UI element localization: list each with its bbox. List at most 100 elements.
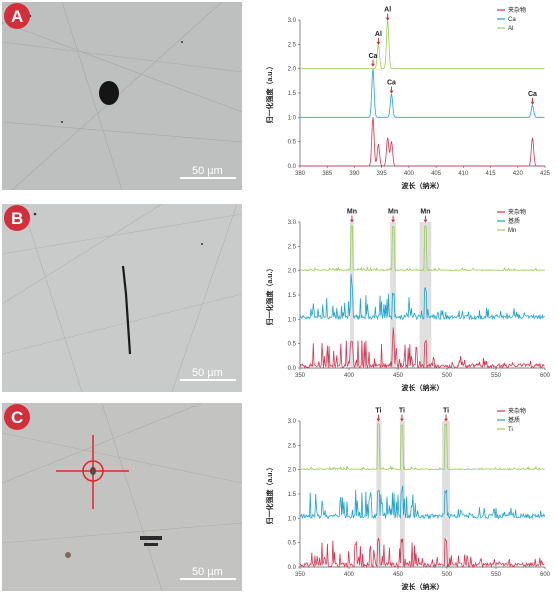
peak-label: Ti (375, 408, 381, 415)
peak-arrowhead (530, 101, 535, 105)
panel-letter-a: A (11, 7, 23, 26)
x-tick-label: 500 (442, 373, 453, 379)
legend-label: Ti (508, 427, 513, 433)
micrograph-b: 50 µm B (2, 204, 242, 392)
x-tick-label: 395 (377, 171, 388, 177)
series-line-blue (299, 485, 545, 520)
peak-label: Al (375, 31, 382, 38)
x-tick-label: 415 (486, 171, 497, 177)
x-tick-label: 550 (491, 373, 502, 379)
legend-label: 夹杂物 (508, 208, 526, 216)
legend-label: 基质 (508, 217, 520, 225)
y-tick-label: 1.5 (288, 492, 297, 498)
peak-arrowhead (370, 63, 375, 67)
x-tick-label: 385 (322, 171, 333, 177)
peak-label: Al (384, 7, 391, 14)
micrograph-c: 50 µm C (2, 403, 242, 591)
y-tick-label: 0.5 (288, 541, 297, 547)
y-tick-label: 1.5 (288, 293, 297, 299)
panel-badge-c (4, 404, 30, 430)
series-line-red (299, 327, 545, 370)
peak-label: Mn (388, 209, 398, 216)
y-tick-label: 0.0 (288, 164, 297, 170)
y-axis-label: 归一化强度（a.u.） (265, 264, 274, 325)
y-tick-label: 2.5 (288, 244, 297, 250)
peak-arrowhead (391, 219, 396, 223)
y-tick-label: 0.0 (288, 565, 297, 571)
y-axis-label: 归一化强度（a.u.） (265, 463, 274, 524)
series-line-red (300, 117, 545, 167)
x-tick-label: 600 (540, 373, 551, 379)
peak-arrowhead (376, 41, 381, 45)
x-tick-label: 400 (344, 572, 355, 578)
peak-arrowhead (376, 418, 381, 422)
peak-arrowhead (389, 90, 394, 94)
peak-arrowhead (423, 219, 428, 223)
legend-label: Mn (508, 228, 516, 234)
highlight-band-0 (349, 222, 354, 368)
x-tick-label: 405 (431, 171, 442, 177)
peak-label: Mn (420, 209, 430, 216)
peak-label: Ca (387, 80, 396, 87)
x-tick-label: 450 (393, 373, 404, 379)
y-tick-label: 1.0 (288, 317, 297, 323)
legend-label: Al (508, 26, 513, 32)
panel-badge-a (4, 3, 30, 29)
highlight-band-0 (376, 421, 382, 567)
peak-arrowhead (385, 17, 390, 21)
series-line-blue (300, 68, 545, 118)
x-tick-label: 550 (491, 572, 502, 578)
y-tick-label: 2.0 (288, 468, 297, 474)
peak-label: Mn (347, 209, 357, 216)
panel-letter-b: B (11, 209, 23, 228)
x-tick-label: 420 (513, 171, 524, 177)
micrograph-a: 50 µm A (2, 2, 242, 190)
elongated-inclusion (121, 265, 132, 355)
series-line-green (299, 225, 545, 272)
y-tick-label: 2.5 (288, 443, 297, 449)
scale-bar-label: 50 µm (192, 367, 223, 379)
peak-arrowhead (399, 418, 404, 422)
scale-bar-label: 50 µm (192, 566, 223, 578)
x-tick-label: 390 (349, 171, 360, 177)
x-axis-label: 波长（纳米） (402, 383, 444, 392)
y-tick-label: 2.5 (288, 42, 297, 48)
scale-bar-label: 50 µm (192, 165, 223, 177)
peak-arrowhead (444, 418, 449, 422)
spectrum-chart-a: 0.0 0.5 1.0 1.5 2.0 2.5 3.0 380 385 390 395 400 405 4… (252, 2, 555, 198)
series-line-blue (299, 274, 545, 321)
peak-label: Ca (528, 91, 537, 98)
panel-badge-b (4, 205, 30, 231)
y-tick-label: 0.5 (288, 140, 297, 146)
x-axis-label: 波长（纳米） (402, 582, 444, 591)
x-tick-label: 410 (458, 171, 469, 177)
y-tick-label: 1.0 (288, 516, 297, 522)
spectrum-chart-b: 0.0 0.5 1.0 1.5 2.0 2.5 3.0 350 400 450 500 550 600 波… (252, 204, 555, 400)
y-tick-label: 1.5 (288, 91, 297, 97)
x-tick-label: 450 (393, 572, 404, 578)
highlight-band-2 (419, 222, 432, 368)
x-tick-label: 350 (295, 572, 306, 578)
x-tick-label: 400 (344, 373, 355, 379)
x-tick-label: 350 (295, 373, 306, 379)
y-tick-label: 0.5 (288, 342, 297, 348)
peak-label: Ti (399, 408, 405, 415)
legend-label: 夹杂物 (508, 6, 526, 14)
peak-label: Ca (368, 53, 377, 60)
peak-label: Ti (443, 408, 449, 415)
x-tick-label: 425 (540, 171, 551, 177)
y-tick-label: 2.0 (288, 67, 297, 73)
y-tick-label: 0.0 (288, 366, 297, 372)
x-tick-label: 500 (442, 572, 453, 578)
y-tick-label: 2.0 (288, 269, 297, 275)
inclusion-particle (99, 81, 119, 105)
legend-label: Ca (508, 17, 516, 23)
x-axis-label: 波长（纳米） (402, 181, 444, 190)
spectrum-chart-c: 0.0 0.5 1.0 1.5 2.0 2.5 3.0 350 400 450 500 550 600 波… (252, 403, 555, 599)
legend-label: 夹杂物 (508, 407, 526, 415)
y-tick-label: 3.0 (288, 220, 297, 226)
series-line-green (300, 19, 545, 70)
x-tick-label: 600 (540, 572, 551, 578)
y-tick-label: 3.0 (288, 419, 297, 425)
series-line-green (299, 423, 545, 471)
